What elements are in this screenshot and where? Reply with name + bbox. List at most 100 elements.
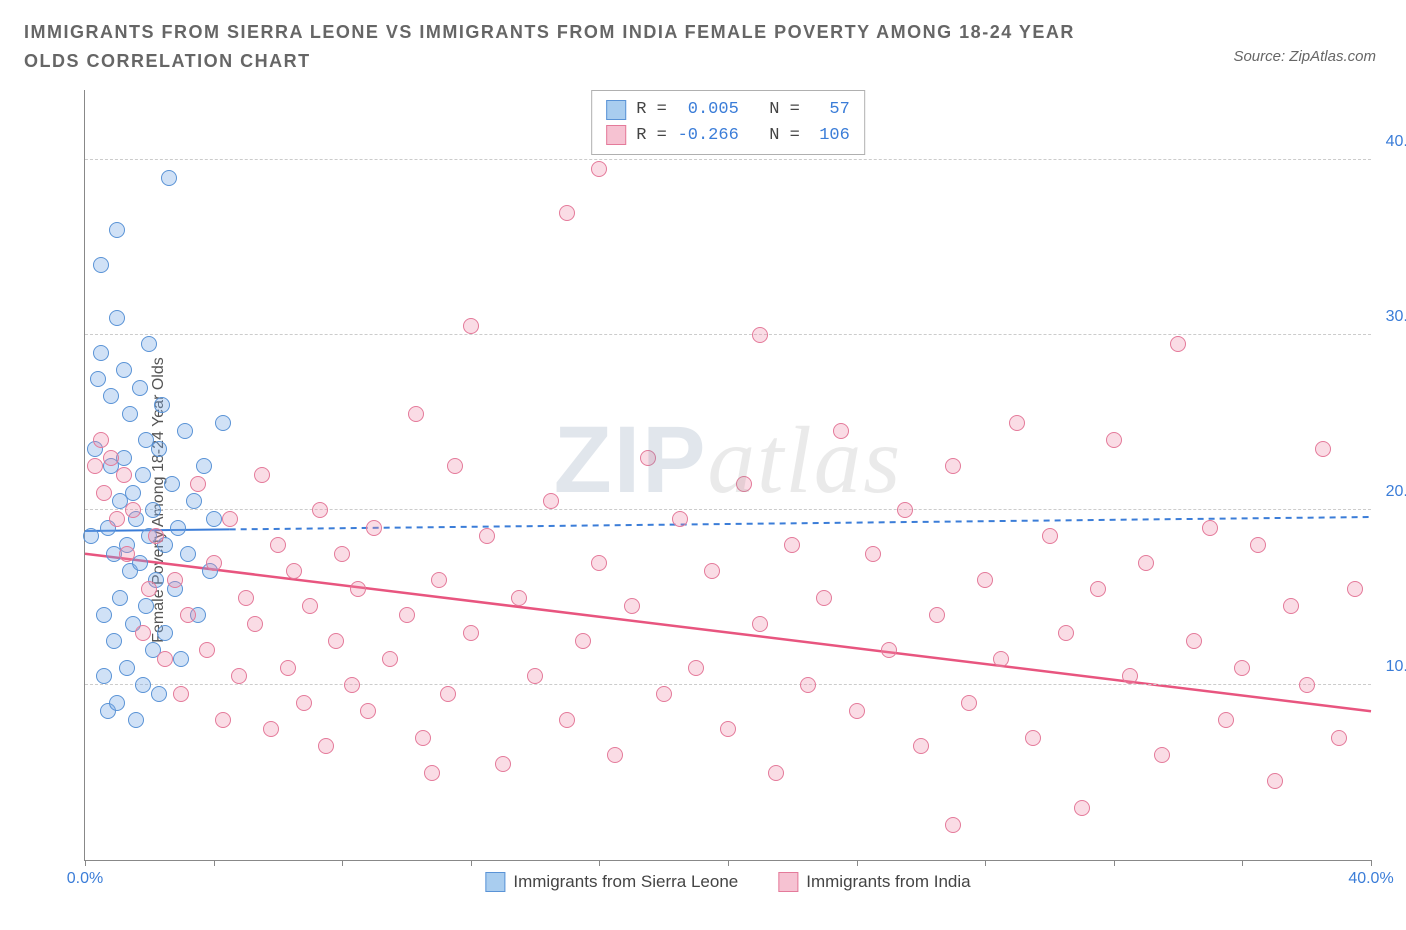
data-point-india bbox=[607, 747, 623, 763]
legend-r-value: -0.266 bbox=[677, 123, 739, 149]
data-point-sierra_leone bbox=[109, 695, 125, 711]
data-point-india bbox=[206, 555, 222, 571]
x-tick bbox=[599, 860, 600, 866]
data-point-india bbox=[1154, 747, 1170, 763]
bottom-legend-label: Immigrants from India bbox=[806, 872, 970, 892]
data-point-sierra_leone bbox=[109, 222, 125, 238]
x-tick bbox=[214, 860, 215, 866]
x-tick bbox=[1371, 860, 1372, 866]
data-point-india bbox=[463, 625, 479, 641]
data-point-india bbox=[87, 458, 103, 474]
legend-n-label: N = bbox=[749, 123, 800, 149]
y-tick-label: 40.0% bbox=[1376, 133, 1406, 151]
watermark-zip: ZIP bbox=[554, 407, 708, 513]
data-point-sierra_leone bbox=[106, 633, 122, 649]
data-point-india bbox=[1186, 633, 1202, 649]
data-point-india bbox=[109, 511, 125, 527]
chart-title: IMMIGRANTS FROM SIERRA LEONE VS IMMIGRAN… bbox=[24, 18, 1124, 76]
data-point-india bbox=[366, 520, 382, 536]
data-point-india bbox=[559, 712, 575, 728]
data-point-india bbox=[148, 528, 164, 544]
watermark: ZIPatlas bbox=[554, 405, 903, 515]
data-point-india bbox=[447, 458, 463, 474]
data-point-india bbox=[1347, 581, 1363, 597]
data-point-sierra_leone bbox=[151, 441, 167, 457]
data-point-sierra_leone bbox=[125, 485, 141, 501]
data-point-india bbox=[382, 651, 398, 667]
legend-r-value: 0.005 bbox=[677, 97, 739, 123]
data-point-india bbox=[96, 485, 112, 501]
data-point-india bbox=[238, 590, 254, 606]
data-point-india bbox=[254, 467, 270, 483]
data-point-india bbox=[141, 581, 157, 597]
data-point-india bbox=[897, 502, 913, 518]
data-point-india bbox=[125, 502, 141, 518]
data-point-india bbox=[961, 695, 977, 711]
data-point-india bbox=[190, 476, 206, 492]
data-point-india bbox=[440, 686, 456, 702]
data-point-india bbox=[215, 712, 231, 728]
data-point-india bbox=[1234, 660, 1250, 676]
data-point-sierra_leone bbox=[83, 528, 99, 544]
data-point-india bbox=[286, 563, 302, 579]
data-point-india bbox=[495, 756, 511, 772]
data-point-sierra_leone bbox=[128, 712, 144, 728]
data-point-sierra_leone bbox=[135, 677, 151, 693]
data-point-sierra_leone bbox=[96, 668, 112, 684]
data-point-india bbox=[280, 660, 296, 676]
data-point-india bbox=[399, 607, 415, 623]
data-point-sierra_leone bbox=[173, 651, 189, 667]
data-point-sierra_leone bbox=[96, 607, 112, 623]
gridline bbox=[85, 509, 1371, 510]
data-point-india bbox=[752, 327, 768, 343]
data-point-sierra_leone bbox=[206, 511, 222, 527]
data-point-india bbox=[816, 590, 832, 606]
data-point-sierra_leone bbox=[109, 310, 125, 326]
data-point-india bbox=[1218, 712, 1234, 728]
trend-lines bbox=[85, 90, 1371, 860]
x-tick bbox=[85, 860, 86, 866]
legend-n-label: N = bbox=[749, 97, 800, 123]
data-point-india bbox=[913, 738, 929, 754]
data-point-india bbox=[1122, 668, 1138, 684]
bottom-legend-label: Immigrants from Sierra Leone bbox=[513, 872, 738, 892]
data-point-sierra_leone bbox=[180, 546, 196, 562]
x-tick bbox=[1114, 860, 1115, 866]
data-point-india bbox=[1042, 528, 1058, 544]
data-point-sierra_leone bbox=[196, 458, 212, 474]
legend-stats-row-india: R = -0.266 N = 106 bbox=[606, 123, 850, 149]
data-point-india bbox=[318, 738, 334, 754]
bottom-legend-item-sierra_leone: Immigrants from Sierra Leone bbox=[485, 872, 738, 892]
data-point-india bbox=[977, 572, 993, 588]
data-point-india bbox=[1138, 555, 1154, 571]
data-point-india bbox=[929, 607, 945, 623]
data-point-india bbox=[312, 502, 328, 518]
data-point-india bbox=[350, 581, 366, 597]
data-point-india bbox=[1267, 773, 1283, 789]
data-point-india bbox=[1250, 537, 1266, 553]
data-point-india bbox=[527, 668, 543, 684]
data-point-sierra_leone bbox=[122, 406, 138, 422]
data-point-india bbox=[431, 572, 447, 588]
data-point-india bbox=[591, 161, 607, 177]
data-point-india bbox=[752, 616, 768, 632]
data-point-india bbox=[1074, 800, 1090, 816]
data-point-india bbox=[1058, 625, 1074, 641]
data-point-india bbox=[640, 450, 656, 466]
data-point-india bbox=[945, 458, 961, 474]
data-point-india bbox=[1025, 730, 1041, 746]
x-tick-label: 0.0% bbox=[67, 870, 103, 888]
data-point-sierra_leone bbox=[151, 686, 167, 702]
trend-line-india bbox=[85, 554, 1371, 712]
legend-r-label: R = bbox=[636, 123, 667, 149]
data-point-sierra_leone bbox=[177, 423, 193, 439]
data-point-india bbox=[1106, 432, 1122, 448]
data-point-india bbox=[302, 598, 318, 614]
legend-n-value: 106 bbox=[810, 123, 850, 149]
data-point-sierra_leone bbox=[145, 502, 161, 518]
data-point-sierra_leone bbox=[161, 170, 177, 186]
data-point-india bbox=[656, 686, 672, 702]
data-point-india bbox=[479, 528, 495, 544]
data-point-india bbox=[559, 205, 575, 221]
data-point-india bbox=[180, 607, 196, 623]
